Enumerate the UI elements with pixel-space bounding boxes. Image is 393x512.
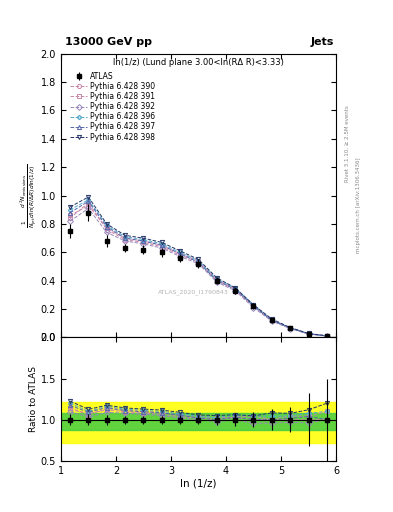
Text: ln(1/z) (Lund plane 3.00<ln(RΔ R)<3.33): ln(1/z) (Lund plane 3.00<ln(RΔ R)<3.33) — [113, 58, 284, 67]
Y-axis label: Ratio to ATLAS: Ratio to ATLAS — [29, 366, 38, 432]
Legend: ATLAS, Pythia 6.428 390, Pythia 6.428 391, Pythia 6.428 392, Pythia 6.428 396, P: ATLAS, Pythia 6.428 390, Pythia 6.428 39… — [69, 70, 157, 143]
Y-axis label: $\frac{1}{N_\mathsf{jet}}\frac{d^2N_\mathsf{emissions}}{d\ln(R/\Delta R)\,d\ln(1: $\frac{1}{N_\mathsf{jet}}\frac{d^2N_\mat… — [19, 164, 39, 228]
Text: mcplots.cern.ch [arXiv:1306.3436]: mcplots.cern.ch [arXiv:1306.3436] — [356, 157, 361, 252]
Text: Jets: Jets — [311, 37, 334, 47]
X-axis label: ln (1/z): ln (1/z) — [180, 478, 217, 488]
Text: ATLAS_2020_I1790843: ATLAS_2020_I1790843 — [158, 289, 228, 295]
Text: Rivet 3.1.10, ≥ 2.5M events: Rivet 3.1.10, ≥ 2.5M events — [345, 105, 350, 182]
Text: 13000 GeV pp: 13000 GeV pp — [65, 37, 152, 47]
